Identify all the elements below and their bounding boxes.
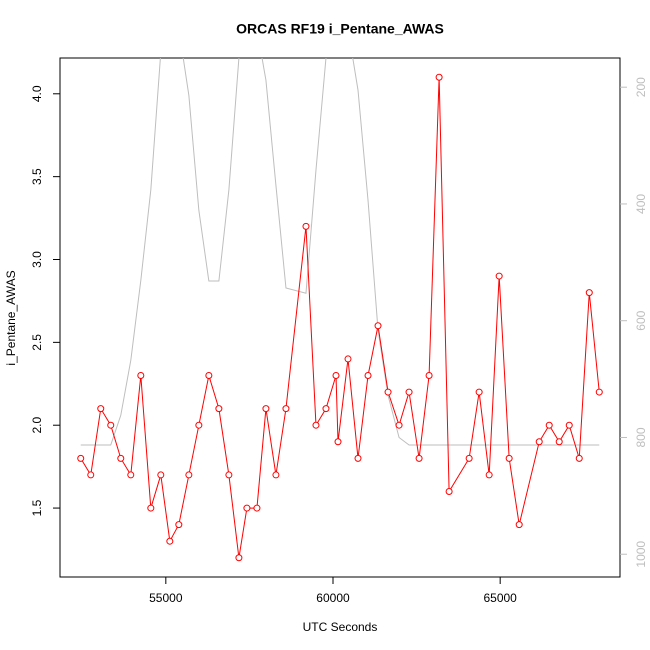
data-point — [127, 471, 135, 479]
data-point — [235, 554, 243, 562]
y2-tick-label: 800 — [634, 427, 648, 447]
data-point — [565, 421, 573, 429]
data-point — [415, 454, 423, 462]
data-point — [195, 421, 203, 429]
y-tick-label: 2.0 — [30, 417, 44, 434]
data-point — [575, 454, 583, 462]
data-point — [475, 388, 483, 396]
data-point — [185, 471, 193, 479]
data-point — [225, 471, 233, 479]
data-point — [332, 371, 340, 379]
chart-title: ORCAS RF19 i_Pentane_AWAS — [236, 21, 444, 37]
data-point — [595, 388, 603, 396]
data-point — [395, 421, 403, 429]
y2-tick-label: 1000 — [634, 541, 648, 568]
y-tick-label: 1.5 — [30, 499, 44, 516]
y-tick-label: 4.0 — [30, 85, 44, 102]
series-line — [80, 77, 600, 558]
data-point — [87, 471, 95, 479]
y-tick-label: 2.5 — [30, 334, 44, 351]
y-axis-title: i_Pentane_AWAS — [4, 270, 18, 365]
data-point — [435, 73, 443, 81]
data-point — [425, 371, 433, 379]
data-point — [354, 454, 362, 462]
data-point — [374, 322, 382, 330]
x-tick-label: 65000 — [483, 591, 517, 605]
data-point — [117, 454, 125, 462]
data-point — [535, 438, 543, 446]
data-point — [465, 454, 473, 462]
data-point — [243, 504, 251, 512]
data-point — [166, 537, 174, 545]
x-axis-title: UTC Seconds — [303, 620, 378, 634]
y2-tick-label: 600 — [634, 310, 648, 330]
data-point — [555, 438, 563, 446]
data-point — [77, 454, 85, 462]
data-point — [585, 289, 593, 297]
y-tick-label: 3.5 — [30, 168, 44, 185]
y-tick-label: 3.0 — [30, 251, 44, 268]
data-point — [344, 355, 352, 363]
data-point — [97, 405, 105, 413]
y2-tick-label: 400 — [634, 194, 648, 214]
data-point — [322, 405, 330, 413]
data-point — [302, 222, 310, 230]
data-point — [147, 504, 155, 512]
plot-area — [77, 58, 603, 562]
series-line — [80, 58, 600, 446]
data-point — [215, 405, 223, 413]
data-point — [485, 471, 493, 479]
data-point — [137, 371, 145, 379]
data-point — [364, 371, 372, 379]
plot-frame — [59, 57, 621, 578]
x-tick-label: 55000 — [149, 591, 183, 605]
data-point — [505, 454, 513, 462]
data-point — [515, 521, 523, 529]
data-point — [312, 421, 320, 429]
data-point — [405, 388, 413, 396]
data-point — [445, 487, 453, 495]
x-tick-label: 60000 — [316, 591, 350, 605]
data-point — [253, 504, 261, 512]
data-point — [262, 405, 270, 413]
data-point — [272, 471, 280, 479]
data-point — [282, 405, 290, 413]
y2-tick-label: 200 — [634, 77, 648, 97]
data-point — [175, 521, 183, 529]
data-point — [545, 421, 553, 429]
data-point — [205, 371, 213, 379]
data-point — [334, 438, 342, 446]
data-point — [495, 272, 503, 280]
data-point — [384, 388, 392, 396]
data-point — [157, 471, 165, 479]
data-point — [107, 421, 115, 429]
